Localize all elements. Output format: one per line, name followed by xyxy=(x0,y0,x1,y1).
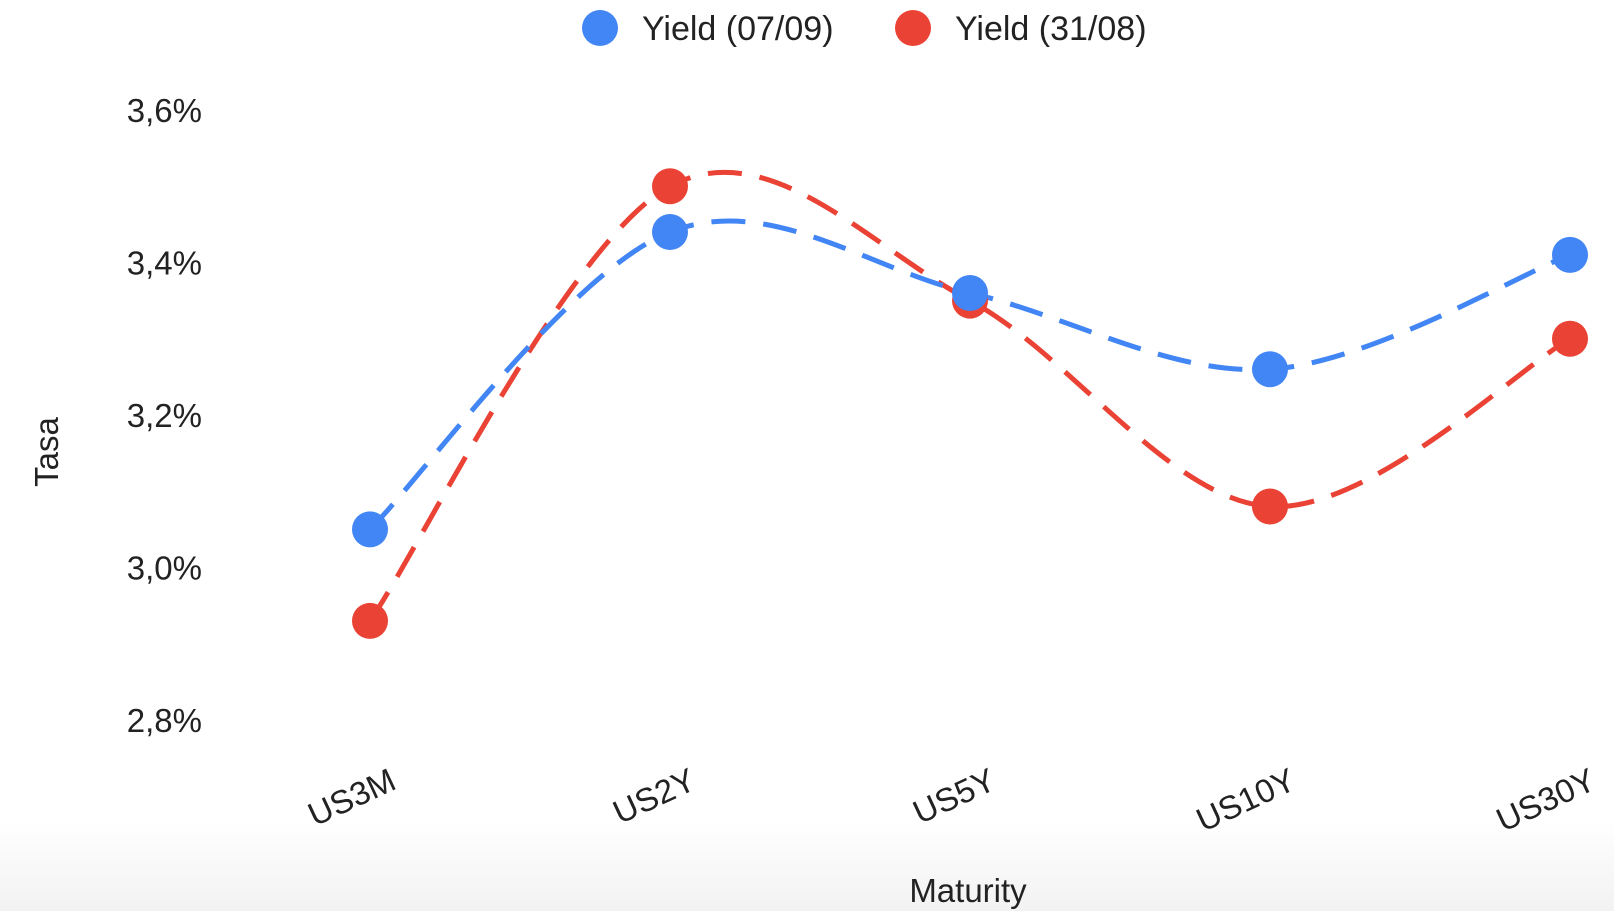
y-tick-label: 3,0% xyxy=(127,550,202,587)
data-point-series-1-us2y[interactable] xyxy=(652,214,688,250)
series-line-2 xyxy=(367,170,1572,623)
data-point-series-1-us3m[interactable] xyxy=(352,511,388,548)
y-tick-label: 2,8% xyxy=(127,702,202,739)
legend-item[interactable]: Yield (07/09) xyxy=(582,10,834,48)
data-point-series-2-us3m[interactable] xyxy=(352,602,388,639)
y-axis-title: Tasa xyxy=(28,417,65,487)
y-tick-label: 3,2% xyxy=(127,397,202,434)
data-point-series-2-us10y[interactable] xyxy=(1252,488,1288,525)
data-point-series-2-us2y[interactable] xyxy=(652,168,688,205)
legend-label-series-1: Yield (07/09) xyxy=(642,10,834,48)
series-lines xyxy=(367,170,1572,623)
data-point-series-1-us30y[interactable] xyxy=(1552,236,1588,273)
data-point-series-2-us30y[interactable] xyxy=(1552,320,1588,357)
bottom-shade xyxy=(0,820,1614,911)
series-points xyxy=(352,168,1588,639)
legend: Yield (07/09) Yield (31/08) xyxy=(582,10,1147,48)
data-point-series-1-us10y[interactable] xyxy=(1252,351,1288,388)
legend-marker-series-2 xyxy=(895,10,931,46)
data-point-series-1-us5y[interactable] xyxy=(952,275,988,311)
y-axis: 2,8% 3,0% 3,2% 3,4% 3,6% xyxy=(127,92,202,739)
y-tick-label: 3,4% xyxy=(127,245,202,282)
legend-marker-series-1 xyxy=(582,10,618,46)
legend-label-series-2: Yield (31/08) xyxy=(955,10,1147,48)
y-tick-label: 3,6% xyxy=(127,92,202,129)
series-line-1 xyxy=(368,218,1571,532)
legend-item[interactable]: Yield (31/08) xyxy=(895,10,1147,48)
x-axis-title: Maturity xyxy=(909,872,1027,909)
